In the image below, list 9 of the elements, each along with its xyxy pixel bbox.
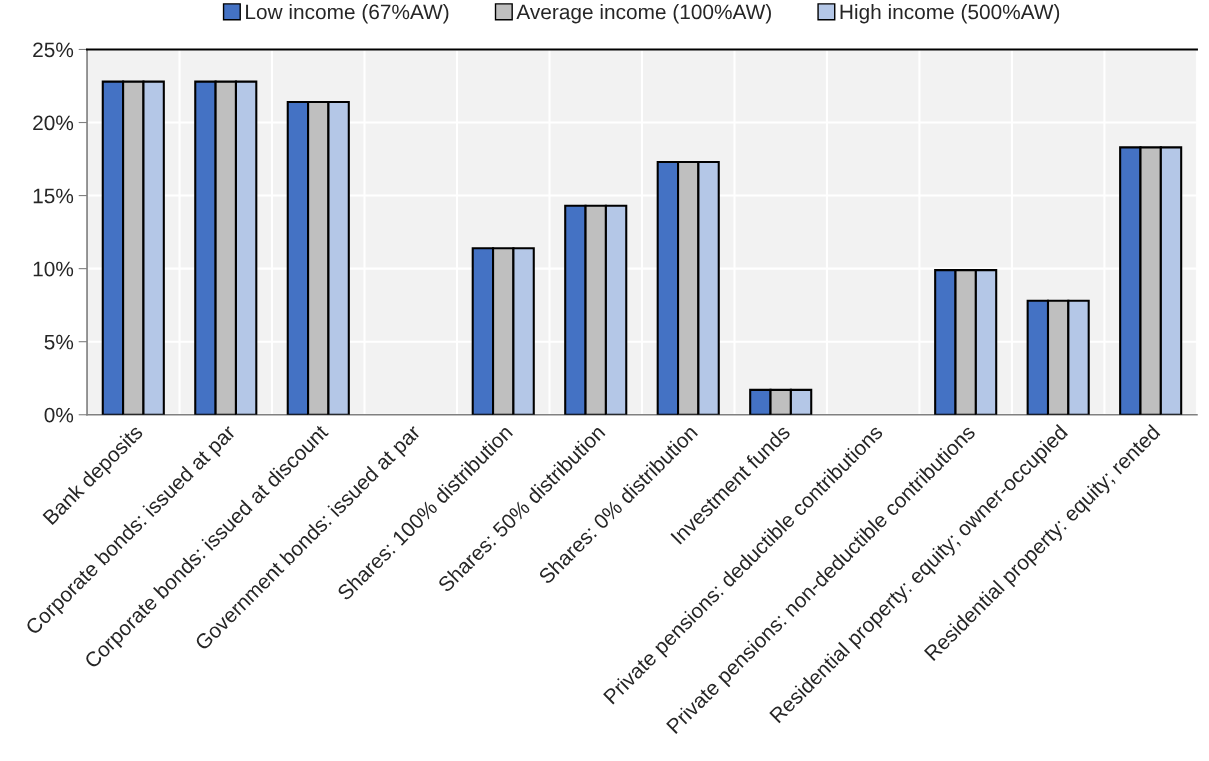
y-tick-label: 10%: [33, 261, 74, 277]
y-tick-label: 25%: [33, 42, 74, 58]
legend-label: Average income (100%AW): [516, 3, 771, 24]
legend-label: Low income (67%AW): [246, 3, 449, 24]
y-tick-label: 0%: [44, 407, 74, 423]
y-tick-label: 15%: [33, 188, 74, 204]
legend-label: High income (500%AW): [840, 3, 1060, 24]
y-tick-label: 5%: [44, 334, 74, 350]
y-tick-label: 20%: [33, 115, 74, 131]
